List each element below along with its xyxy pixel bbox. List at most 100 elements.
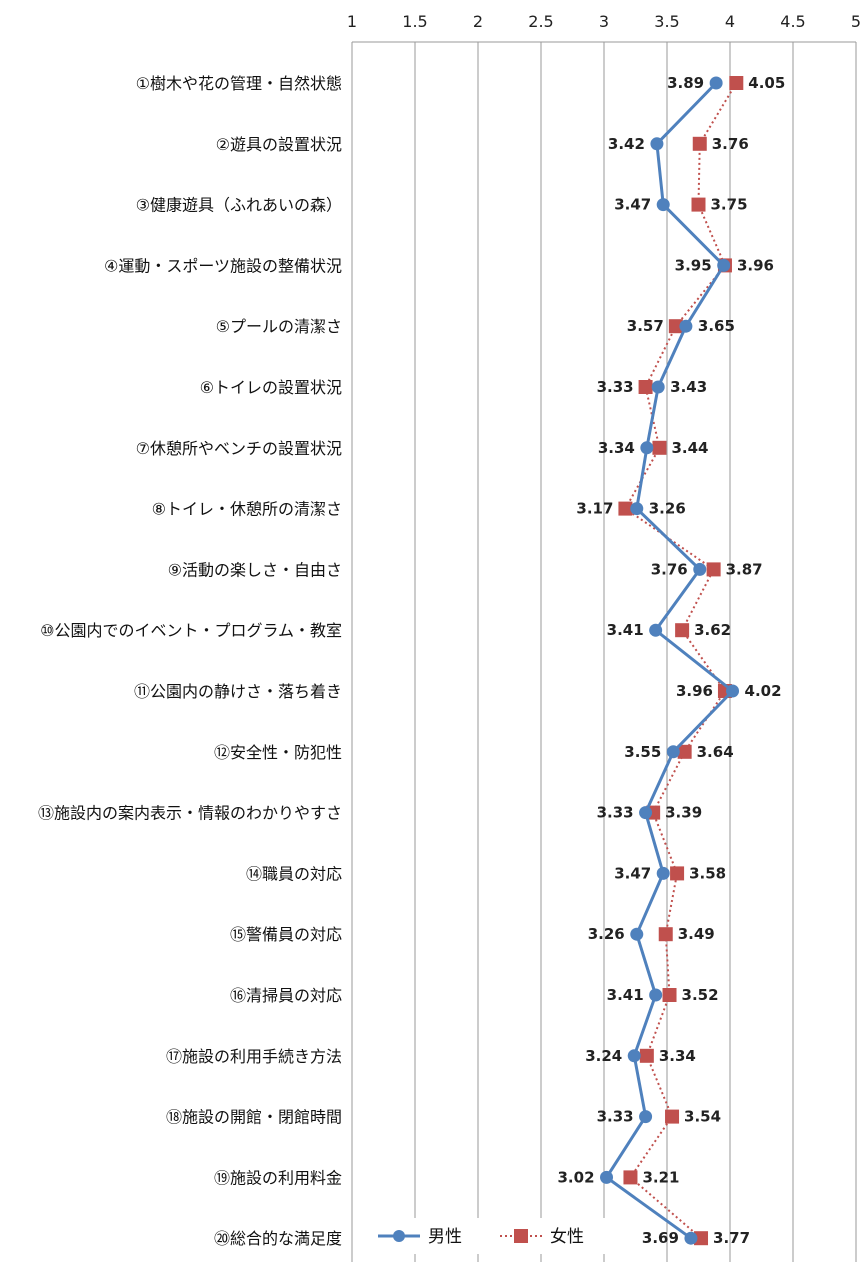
male-data-label: 3.42	[608, 135, 645, 153]
female-data-label: 3.96	[676, 682, 713, 700]
x-tick-label: 2.5	[528, 12, 553, 31]
x-tick-label: 1	[347, 12, 357, 31]
category-label: ⑫安全性・防犯性	[214, 743, 342, 762]
female-data-label: 3.39	[665, 804, 702, 822]
male-data-label: 3.47	[614, 196, 651, 214]
category-label: ④運動・スポーツ施設の整備状況	[104, 256, 342, 275]
male-data-label: 3.26	[649, 500, 686, 518]
category-label: ⑩公園内でのイベント・プログラム・教室	[40, 621, 342, 640]
female-data-label: 3.44	[671, 439, 708, 457]
x-tick-label: 4	[725, 12, 735, 31]
x-tick-label: 3	[599, 12, 609, 31]
x-tick-label: 5	[851, 12, 861, 31]
male-marker	[709, 76, 723, 90]
category-label: ②遊具の設置状況	[216, 135, 342, 154]
male-marker	[656, 198, 670, 212]
female-marker	[668, 319, 683, 334]
female-marker	[706, 562, 721, 577]
female-marker	[658, 927, 673, 942]
female-marker	[692, 136, 707, 151]
female-data-label: 3.64	[697, 743, 734, 761]
category-label: ⑨活動の楽しさ・自由さ	[168, 560, 342, 579]
series-line-male	[604, 81, 735, 1240]
category-label: ⑤プールの清潔さ	[216, 317, 342, 336]
male-data-label: 3.65	[698, 317, 735, 335]
x-tick-label: 1.5	[402, 12, 427, 31]
legend-male-label: 男性	[428, 1227, 462, 1247]
male-data-label: 3.34	[598, 439, 635, 457]
female-marker	[639, 1048, 654, 1063]
series-layer	[600, 76, 744, 1246]
male-marker	[693, 562, 707, 576]
category-label: ⑧トイレ・休憩所の清潔さ	[152, 500, 342, 519]
female-data-label: 3.87	[726, 560, 763, 578]
male-marker	[666, 745, 680, 759]
category-label: ⑦休憩所やベンチの設置状況	[136, 439, 342, 458]
male-data-label: 3.26	[588, 925, 625, 943]
female-marker	[618, 501, 633, 516]
female-marker	[623, 1170, 638, 1185]
female-data-label: 3.54	[684, 1108, 721, 1126]
female-marker	[670, 866, 685, 881]
male-marker	[630, 927, 644, 941]
category-label: ⑰施設の利用手続き方法	[166, 1047, 342, 1066]
male-marker	[640, 441, 654, 455]
male-marker	[651, 380, 665, 394]
female-data-label: 3.49	[678, 925, 715, 943]
female-data-label: 3.75	[711, 196, 748, 214]
category-label: ①樹木や花の管理・自然状態	[136, 74, 342, 93]
female-marker	[665, 1109, 680, 1124]
category-label: ⑯清掃員の対応	[230, 986, 342, 1005]
male-data-label: 3.76	[651, 560, 688, 578]
legend-female-marker	[514, 1229, 528, 1243]
female-marker	[694, 1231, 709, 1246]
male-data-label: 3.55	[624, 743, 661, 761]
female-data-label: 3.34	[659, 1047, 696, 1065]
male-data-label: 3.89	[667, 74, 704, 92]
male-data-label: 3.69	[642, 1229, 679, 1247]
category-label: ⑥トイレの設置状況	[200, 378, 342, 397]
male-marker	[600, 1170, 614, 1184]
male-marker	[639, 1110, 653, 1124]
male-data-label: 3.41	[607, 621, 644, 639]
legend-male-marker	[393, 1230, 405, 1242]
category-label: ⑪公園内の静けさ・落ち着き	[134, 682, 342, 701]
grid-layer	[351, 41, 857, 1262]
female-marker	[691, 197, 706, 212]
male-marker	[649, 623, 663, 637]
x-tick-label: 4.5	[780, 12, 805, 31]
male-data-label: 3.41	[607, 986, 644, 1004]
female-data-label: 3.21	[642, 1168, 679, 1186]
legend: 男性 女性	[362, 1218, 624, 1254]
male-marker	[650, 137, 664, 151]
female-data-label: 3.96	[737, 256, 774, 274]
category-label: ⑭職員の対応	[246, 864, 342, 883]
x-tick-labels: 1 1.5 2 2.5 3 3.5 4 4.5 5	[347, 12, 861, 31]
male-marker	[684, 1231, 698, 1245]
female-data-label: 4.05	[748, 74, 785, 92]
male-marker	[627, 1049, 641, 1063]
male-marker	[679, 319, 693, 333]
female-marker	[729, 76, 744, 90]
category-label: ⑬施設内の案内表示・情報のわかりやすさ	[38, 804, 342, 823]
category-label: ⑲施設の利用料金	[214, 1168, 342, 1187]
female-data-label: 3.58	[689, 864, 726, 882]
male-data-label: 4.02	[745, 682, 782, 700]
male-data-label: 3.33	[597, 1108, 634, 1126]
male-data-label: 3.47	[614, 864, 651, 882]
x-tick-label: 3.5	[654, 12, 679, 31]
x-tick-label: 2	[473, 12, 483, 31]
category-label: ⑮警備員の対応	[230, 925, 342, 944]
male-marker	[717, 258, 731, 272]
category-label: ③健康遊具（ふれあいの森）	[136, 196, 342, 215]
female-data-label: 3.17	[576, 500, 613, 518]
female-marker	[662, 988, 677, 1002]
female-data-label: 3.57	[627, 317, 664, 335]
category-labels: ①樹木や花の管理・自然状態 ②遊具の設置状況 ③健康遊具（ふれあいの森） ④運動・スポ…	[38, 74, 342, 1248]
male-data-label: 3.33	[597, 804, 634, 822]
female-marker	[675, 623, 690, 638]
male-marker	[656, 866, 670, 880]
female-data-label: 3.76	[712, 135, 749, 153]
